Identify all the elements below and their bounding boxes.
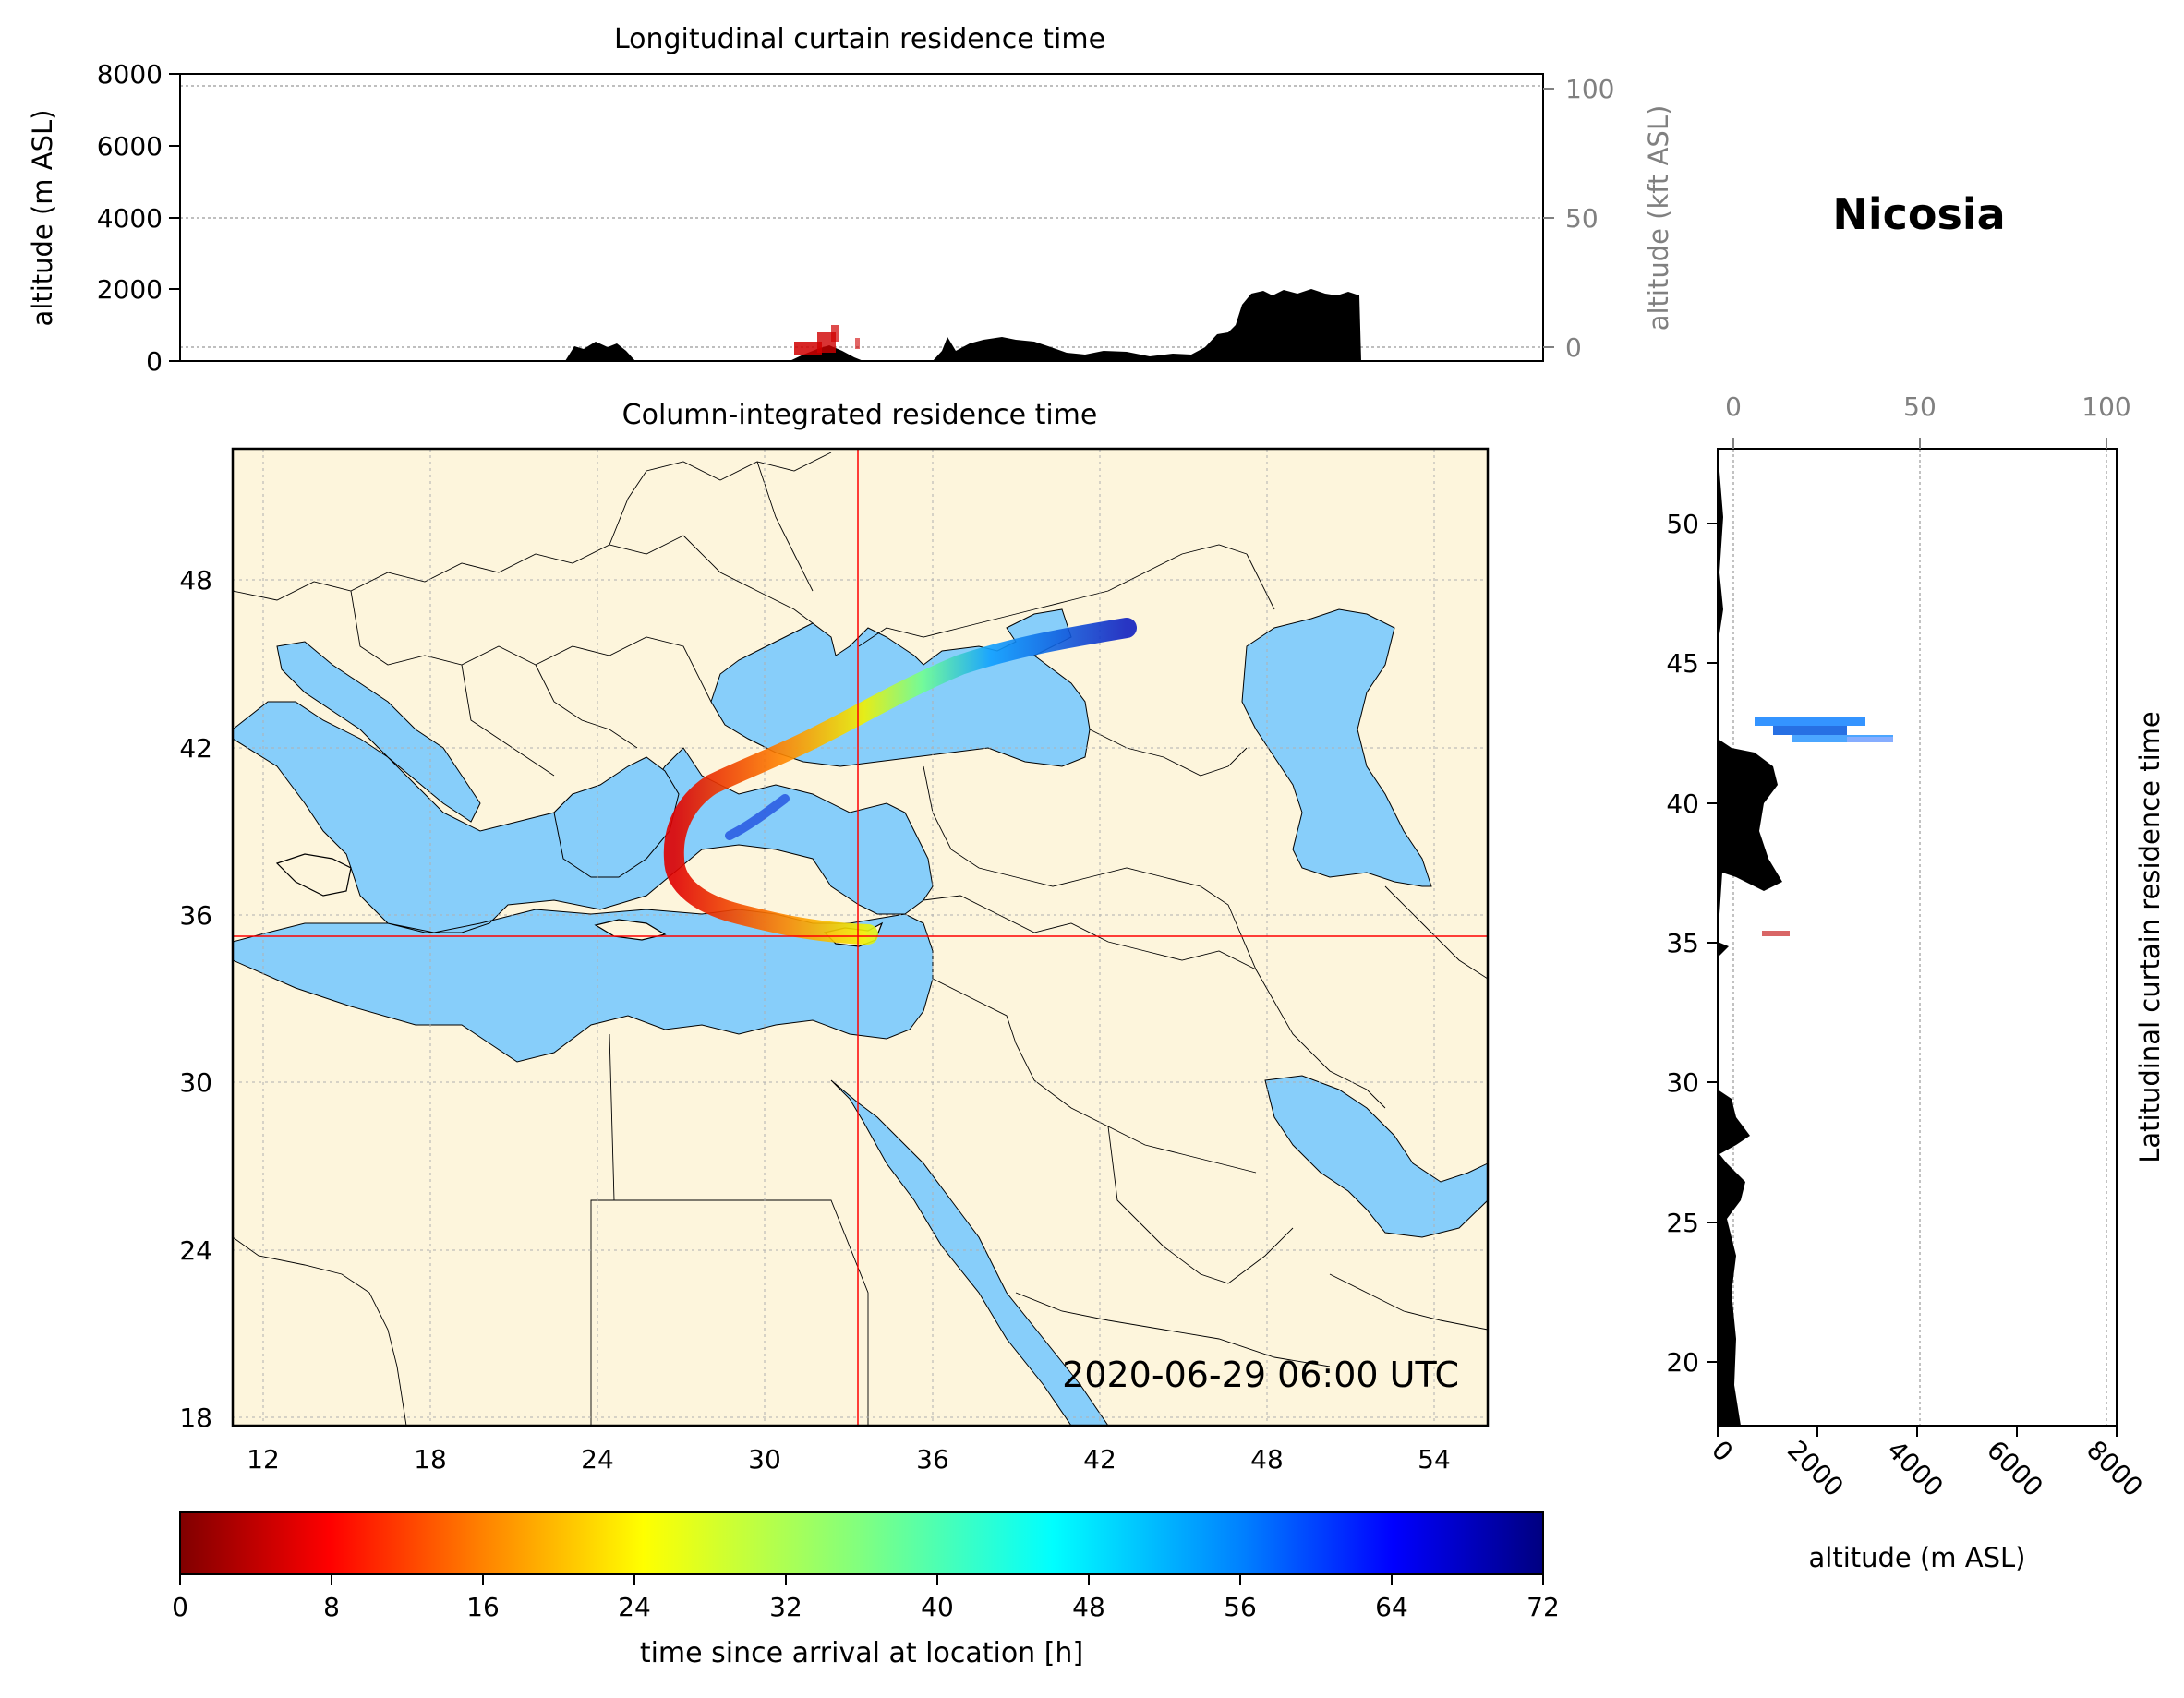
colorbar-tick: 56 [1224, 1592, 1257, 1622]
colorbar-tick: 72 [1526, 1592, 1560, 1622]
map-grid [233, 449, 1488, 1426]
colorbar-tick: 40 [921, 1592, 954, 1622]
right-top-tick: 0 [1725, 391, 1742, 422]
colorbar-tick: 32 [769, 1592, 802, 1622]
top-panel: Longitudinal curtain residence time 0 20… [27, 23, 1674, 377]
caspian-sea [1241, 608, 1432, 887]
map-xtick: 54 [1418, 1444, 1451, 1475]
right-xtick: 6000 [1981, 1435, 2049, 1503]
right-ytick: 25 [1666, 1208, 1699, 1238]
top-panel-title: Longitudinal curtain residence time [614, 23, 1105, 55]
top-ytick: 8000 [97, 59, 163, 90]
top-ytick-right: 0 [1565, 332, 1582, 363]
colorbar-tick: 48 [1072, 1592, 1105, 1622]
map-xtick: 12 [247, 1444, 280, 1475]
right-plume [1755, 717, 1893, 936]
top-ylabel-left: altitude (m ASL) [27, 110, 58, 327]
sicily [275, 853, 352, 897]
top-ytick: 4000 [97, 203, 163, 234]
trajectory-plume [663, 618, 1137, 945]
map-ytick: 18 [179, 1403, 212, 1433]
right-ytick: 30 [1666, 1067, 1699, 1098]
top-ylabel-right: altitude (kft ASL) [1643, 105, 1674, 331]
right-xtick: 2000 [1781, 1435, 1850, 1503]
map-ytick: 24 [179, 1235, 212, 1266]
right-top-tick: 100 [2081, 391, 2130, 422]
mediterranean-sea [233, 701, 934, 1063]
top-terrain [565, 289, 1361, 361]
aegean-sea [553, 756, 680, 878]
right-ytick: 40 [1666, 789, 1699, 819]
right-top-tick: 50 [1903, 391, 1937, 422]
top-ytick: 2000 [97, 274, 163, 305]
map-panel: Column-integrated residence time [179, 399, 1490, 1475]
map-xtick: 24 [581, 1444, 614, 1475]
right-xtick: 0 [1706, 1435, 1739, 1468]
right-ytick: 35 [1666, 928, 1699, 958]
right-ytick: 20 [1666, 1347, 1699, 1378]
colorbar-tick: 16 [466, 1592, 500, 1622]
map-frame [231, 447, 1490, 1427]
top-ytick-right: 50 [1565, 203, 1599, 234]
red-sea [830, 1079, 1109, 1426]
right-xtick: 8000 [2081, 1435, 2149, 1503]
right-axes-frame [1717, 448, 2118, 1427]
map-ytick: 36 [179, 900, 212, 931]
location-title: Nicosia [1832, 189, 2005, 239]
map-ytick: 42 [179, 733, 212, 764]
map-ytick: 48 [179, 565, 212, 596]
right-panel: 20 25 30 35 40 45 50 0 50 100 0 2000 400… [1666, 391, 2166, 1573]
right-xtick: 4000 [1881, 1435, 1949, 1503]
colorbar-label: time since arrival at location [h] [640, 1637, 1083, 1669]
right-terrain [1718, 449, 1782, 1426]
right-xlabel: altitude (m ASL) [1809, 1542, 2026, 1573]
top-ytick: 0 [146, 346, 163, 377]
right-ytick: 50 [1666, 509, 1699, 539]
top-ytick-right: 100 [1565, 74, 1614, 104]
map-xtick: 30 [748, 1444, 781, 1475]
top-plume [794, 325, 860, 355]
right-ytick: 45 [1666, 648, 1699, 679]
colorbar-tick: 24 [618, 1592, 651, 1622]
map-xtick: 18 [414, 1444, 447, 1475]
colorbar-tick: 64 [1375, 1592, 1408, 1622]
country-borders [233, 452, 1488, 1426]
map-timestamp: 2020-06-29 06:00 UTC [1062, 1355, 1459, 1395]
colorbar-tick: 0 [172, 1592, 188, 1622]
colorbar: 0 8 16 24 32 40 48 56 64 72 time since a… [172, 1511, 1560, 1669]
adriatic-sea [276, 641, 481, 823]
colorbar-tick: 8 [323, 1592, 340, 1622]
colorbar-gradient [179, 1511, 1544, 1575]
trajectory-plume-branch [725, 794, 790, 840]
top-ytick: 6000 [97, 131, 163, 162]
map-xtick: 42 [1083, 1444, 1116, 1475]
persian-gulf [1264, 1075, 1488, 1238]
right-ylabel: Latitudinal curtain residence time [2134, 711, 2166, 1163]
map-ytick: 30 [179, 1067, 212, 1098]
right-panel-grid [1732, 449, 2107, 1426]
map-xtick: 36 [916, 1444, 949, 1475]
map-xtick: 48 [1250, 1444, 1284, 1475]
map-panel-title: Column-integrated residence time [622, 399, 1098, 431]
